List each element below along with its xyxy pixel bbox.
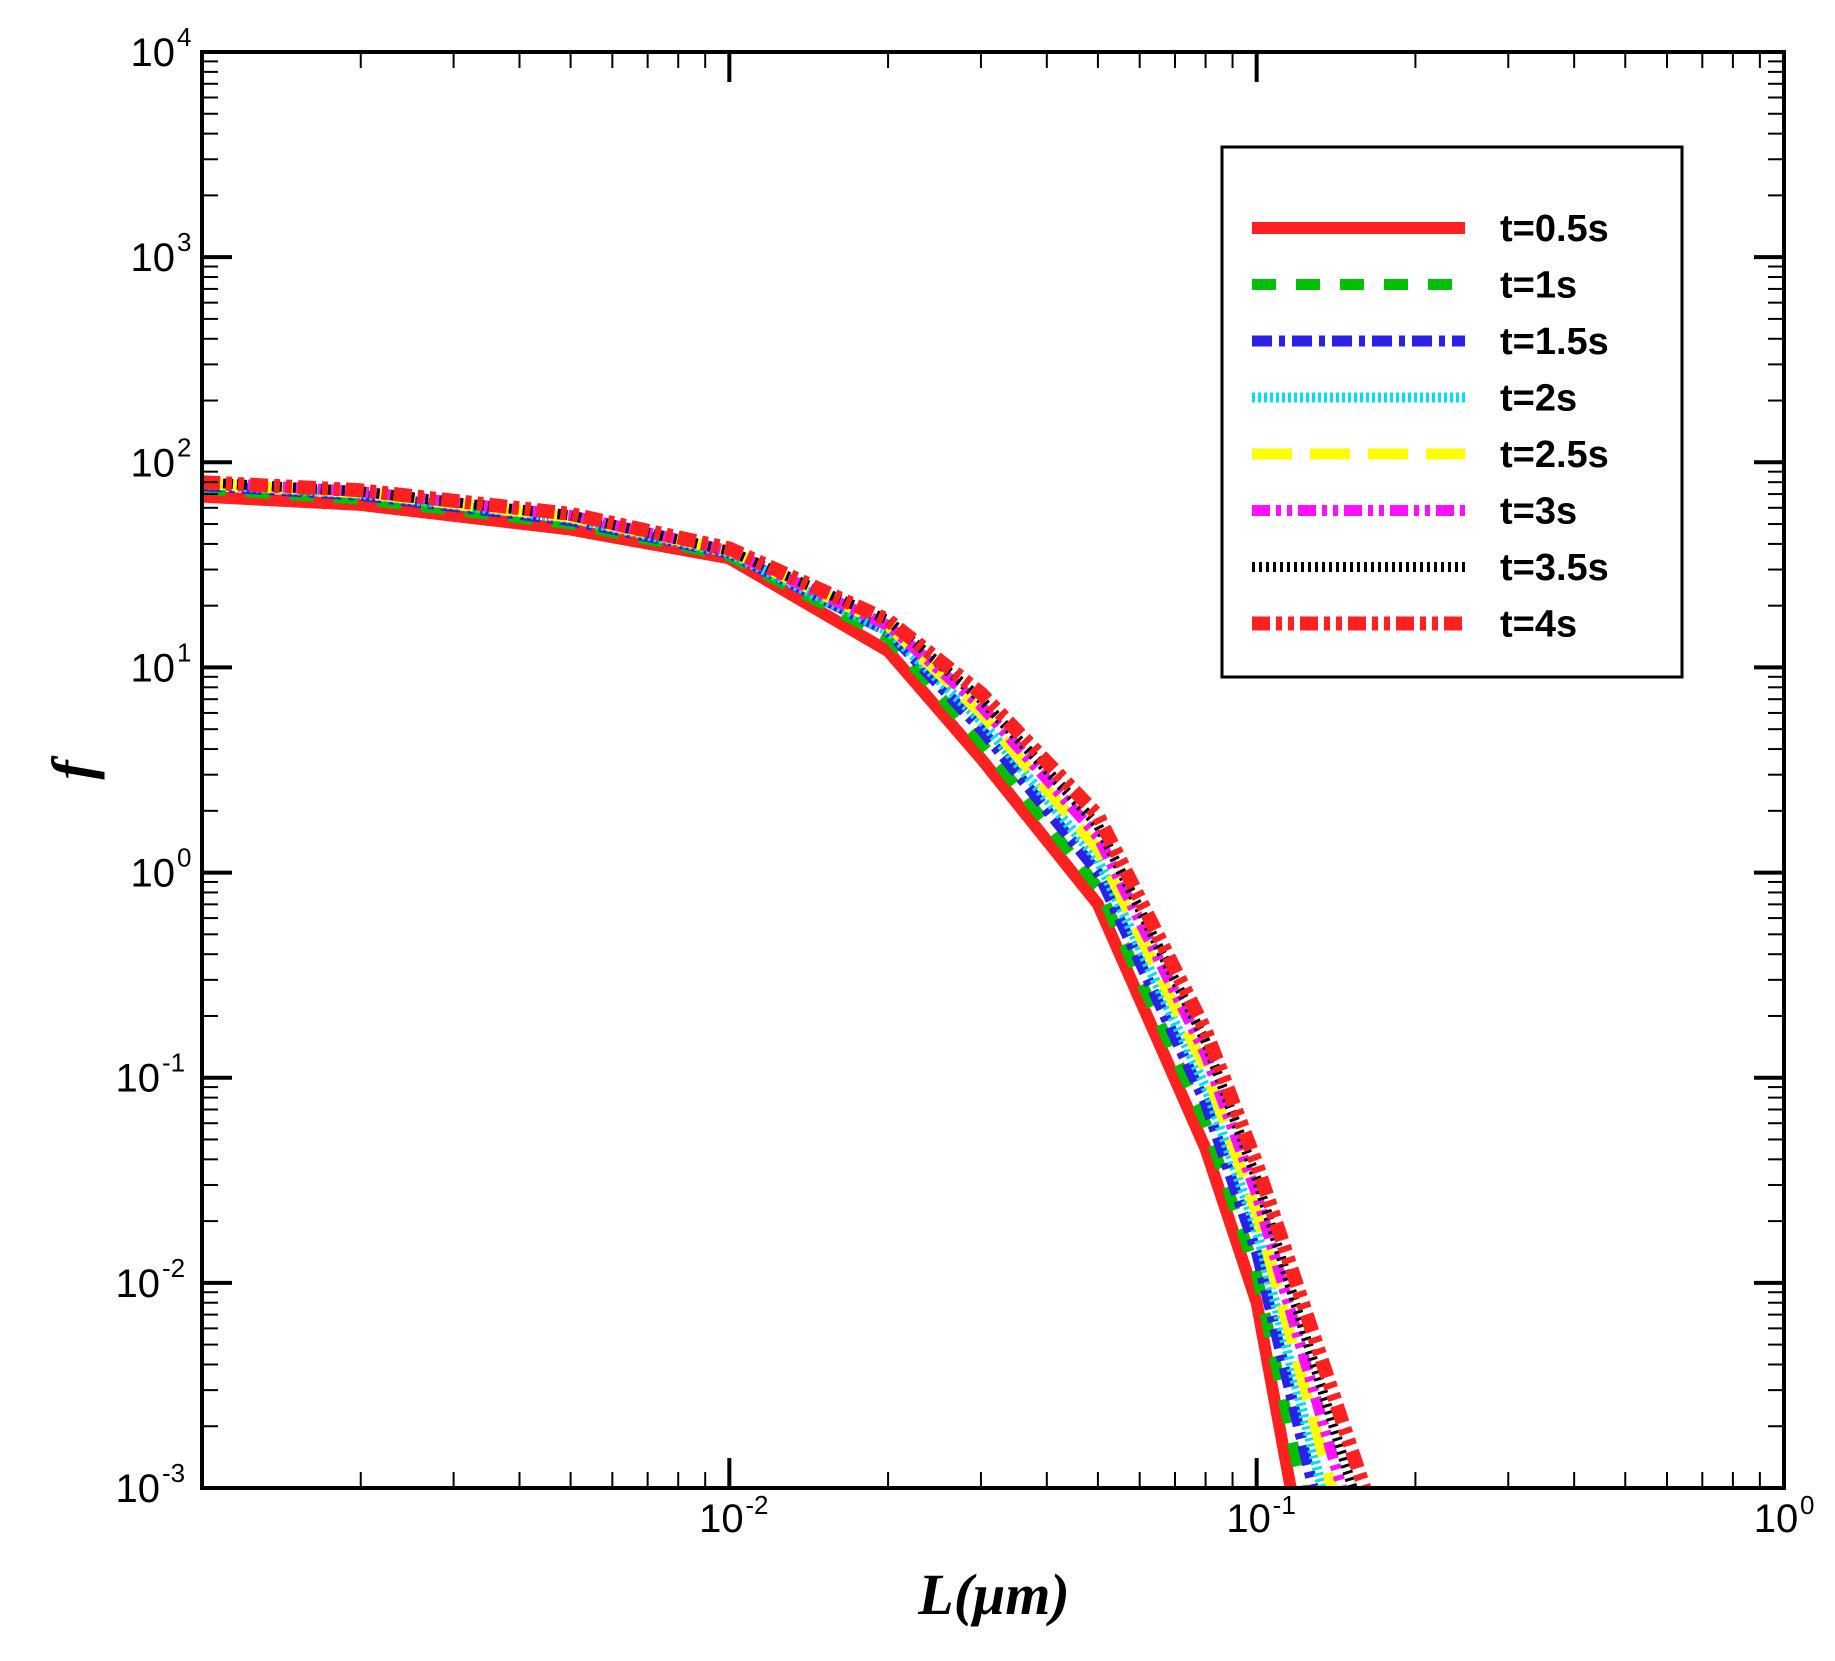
x-axis-title: L(μm) (917, 1562, 1069, 1627)
series-line-t=2s (202, 479, 1327, 1488)
legend-label-t=4s: t=4s (1500, 604, 1577, 646)
legend: t=0.5s t=1s t=1.5s t=2s t=2.5s t=3s t=3.5s t=4s (1220, 145, 1684, 679)
legend-label-t=2s: t=2s (1500, 378, 1577, 420)
series-line-t=1.5s (202, 480, 1319, 1488)
x-tick-label-2: 10 (1754, 1497, 1799, 1541)
x-tick-exponent-1: -1 (1273, 1490, 1296, 1520)
y-tick-label-2: 10 (116, 1057, 161, 1101)
y-axis-title: f (40, 755, 105, 780)
series-line-t=3.5s (202, 477, 1358, 1488)
x-tick-exponent-2: 0 (1800, 1490, 1814, 1520)
series-layer (202, 475, 1371, 1488)
plot-frame (200, 50, 1786, 1490)
y-tick-label-1: 10 (116, 1262, 161, 1306)
y-tick-label-6: 10 (131, 236, 176, 280)
series-line-t=2.5s (202, 477, 1338, 1488)
series-line-t=0.5s (202, 490, 1297, 1488)
ticks-layer (202, 50, 1784, 1490)
y-tick-exponent-4: 1 (177, 637, 191, 667)
x-tick-label-0: 10 (699, 1497, 744, 1541)
y-tick-label-7: 10 (131, 31, 176, 75)
y-tick-exponent-2: -1 (162, 1048, 185, 1078)
series-line-t=3s (202, 476, 1348, 1488)
y-tick-exponent-5: 2 (177, 432, 191, 462)
y-tick-label-5: 10 (131, 441, 176, 485)
series-line-t=4s (202, 475, 1371, 1488)
x-tick-label-1: 10 (1226, 1497, 1271, 1541)
y-tick-exponent-6: 3 (177, 227, 191, 257)
tick-labels-layer: 10 -2 10 -1 10 010 -310 -210 -110 010 110 210 310 4 (116, 22, 1815, 1541)
x-tick-exponent-0: -2 (745, 1490, 768, 1520)
legend-label-t=1s: t=1s (1500, 265, 1577, 307)
legend-box (1220, 145, 1684, 679)
series-line-t=1s (202, 483, 1308, 1488)
y-tick-label-3: 10 (131, 852, 176, 896)
legend-label-t=3.5s: t=3.5s (1500, 547, 1609, 589)
legend-label-t=2.5s: t=2.5s (1500, 434, 1609, 476)
y-tick-exponent-7: 4 (177, 22, 191, 52)
y-tick-label-4: 10 (131, 646, 176, 690)
legend-label-t=3s: t=3s (1500, 491, 1577, 533)
legend-label-t=0.5s: t=0.5s (1500, 208, 1609, 250)
y-tick-exponent-0: -3 (162, 1458, 185, 1488)
y-tick-exponent-1: -2 (162, 1253, 185, 1283)
legend-label-t=1.5s: t=1.5s (1500, 321, 1609, 363)
y-tick-label-0: 10 (116, 1467, 161, 1511)
y-tick-exponent-3: 0 (177, 843, 191, 873)
